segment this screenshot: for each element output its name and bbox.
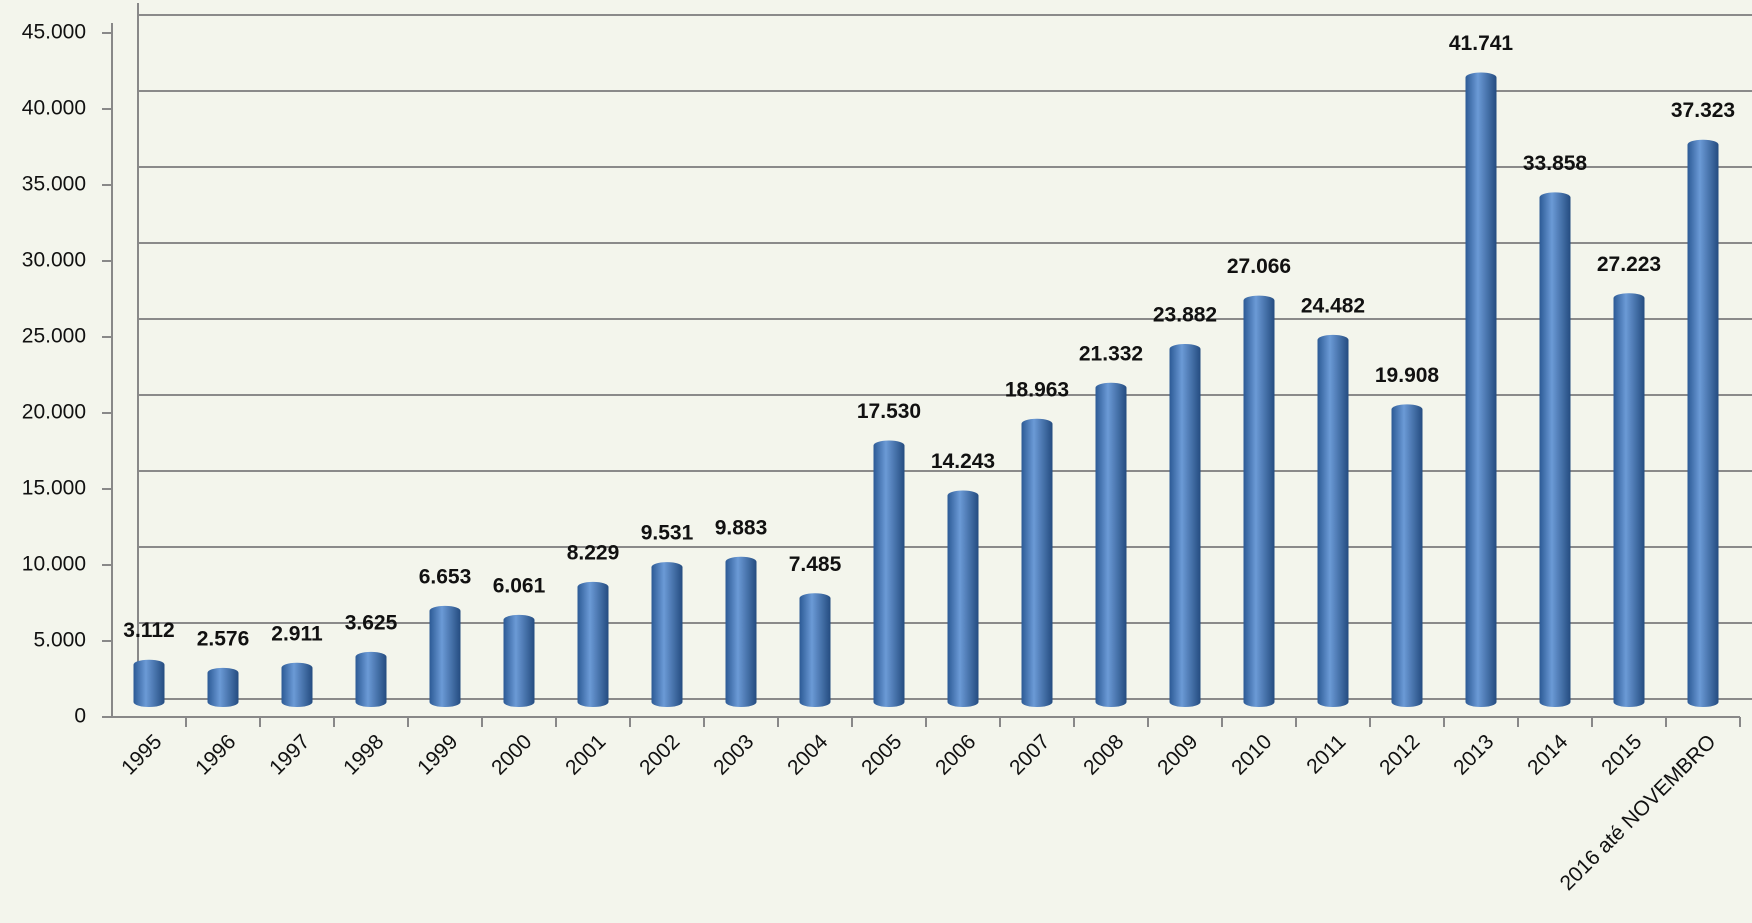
x-tick-label: 2012 [1375,730,1424,779]
bar [577,581,609,707]
x-tick-label: 2008 [1079,730,1128,779]
bar [799,593,831,707]
value-label: 27.223 [1597,253,1661,276]
y-tick-label: 15.000 [22,477,86,500]
bar [133,659,165,707]
bar [281,662,313,707]
value-label: 9.883 [715,516,768,539]
x-tick-label: 2009 [1153,730,1202,779]
x-tick-label: 1999 [413,730,462,779]
x-tick-label: 2001 [561,730,610,779]
value-label: 23.882 [1153,304,1217,327]
bar [207,667,239,707]
value-label: 41.741 [1449,32,1514,55]
x-tick-label: 2013 [1449,730,1498,779]
value-label: 17.530 [857,400,921,423]
value-label: 3.112 [123,619,174,642]
value-label: 9.531 [641,522,694,545]
value-label: 14.243 [931,450,995,473]
bar [873,440,905,707]
bar [1539,192,1571,707]
bar [1613,293,1645,707]
x-tick-label: 2002 [635,730,684,779]
x-tick-label: 1996 [191,730,240,779]
y-tick-label: 10.000 [22,553,86,576]
value-label: 18.963 [1005,378,1069,401]
x-tick-label: 2007 [1005,730,1054,779]
x-tick-label: 2005 [857,730,906,779]
y-tick-label: 0 [74,705,86,728]
bar [947,490,979,707]
bar [355,651,387,707]
value-label: 7.485 [789,553,842,576]
y-tick-label: 45.000 [22,21,86,44]
value-label: 6.653 [419,565,472,588]
bar [1021,418,1053,707]
bar [725,556,757,707]
value-label: 27.066 [1227,255,1291,278]
value-label: 19.908 [1375,364,1440,387]
x-tick-label: 2010 [1227,730,1276,779]
x-tick-label: 2016 até NOVEMBRO [1556,730,1721,895]
x-tick-label: 2000 [487,730,536,779]
bar [1095,382,1127,707]
value-label: 21.332 [1079,342,1143,365]
bar [1465,72,1497,707]
x-tick-label: 2003 [709,730,758,779]
value-label: 3.625 [345,611,398,634]
value-label: 2.911 [271,622,323,645]
bar [1317,334,1349,707]
y-tick-label: 5.000 [33,629,86,652]
y-tick-label: 40.000 [22,97,86,120]
bar [503,614,535,707]
y-tick-label: 35.000 [22,173,86,196]
bar [1391,404,1423,707]
y-tick-label: 20.000 [22,401,86,424]
y-tick-label: 25.000 [22,325,86,348]
value-label: 37.323 [1671,99,1735,122]
x-tick-label: 1995 [117,730,166,779]
bar [651,562,683,707]
x-tick-label: 2015 [1597,730,1646,779]
x-tick-label: 2004 [783,730,833,780]
value-label: 8.229 [567,541,620,564]
x-tick-label: 1998 [339,730,388,779]
value-label: 24.482 [1301,294,1365,317]
x-tick-label: 2011 [1302,730,1350,778]
x-tick-label: 1997 [265,730,314,779]
x-tick-label: 2014 [1523,730,1573,780]
bar [429,605,461,707]
value-label: 2.576 [197,627,250,650]
y-tick-label: 30.000 [22,249,86,272]
value-label: 6.061 [493,574,546,597]
value-label: 33.858 [1523,152,1588,175]
bar [1169,343,1201,707]
bar [1687,139,1719,707]
bar [1243,295,1275,707]
x-tick-label: 2006 [931,730,980,779]
